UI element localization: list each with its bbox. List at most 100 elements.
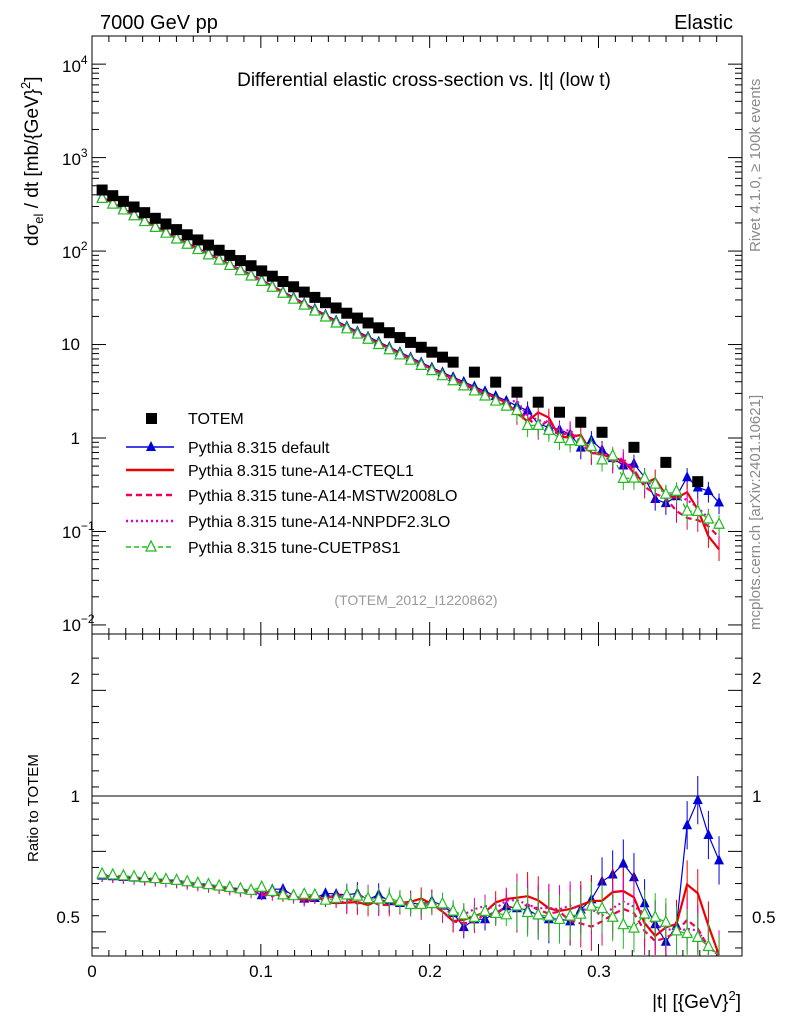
ratio-point-cuetp8s1	[213, 878, 226, 891]
ratio-point-cuetp8s1	[564, 908, 577, 921]
ratio-point-cuetp8s1	[670, 923, 683, 936]
legend-marker-default	[126, 441, 174, 451]
ratio-point-cuetp8s1	[245, 882, 258, 895]
main-point-totem	[362, 317, 374, 329]
ytick-label-1: 1	[71, 429, 80, 448]
main-point-totem	[234, 255, 246, 267]
main-point-totem	[628, 441, 640, 453]
ratio-ytick-05-right: 0.5	[752, 908, 776, 927]
main-point-totem	[256, 265, 268, 277]
main-point-totem	[436, 351, 448, 363]
main-point-totem	[341, 307, 353, 319]
main-axis-ticks	[91, 35, 742, 634]
main-point-cuetp8s1	[627, 470, 640, 483]
legend-marker-totem	[146, 413, 157, 424]
ratio-panel-frame	[91, 633, 743, 957]
ratio-point-cuetp8s1	[159, 872, 172, 885]
main-point-totem	[171, 224, 183, 236]
ratio-point-cuetp8s1	[362, 891, 375, 904]
ratio-point-default	[703, 829, 714, 840]
main-point-totem	[660, 456, 672, 468]
main-point-cuetp8s1	[564, 433, 577, 446]
ratio-series-layer	[96, 775, 725, 956]
ratio-point-cuetp8s1	[425, 896, 438, 909]
ratio-point-cuetp8s1	[181, 874, 194, 887]
main-point-totem	[298, 286, 310, 298]
main-point-totem	[575, 416, 587, 428]
main-point-totem	[394, 332, 406, 344]
ratio-point-cuetp8s1	[234, 881, 247, 894]
main-ytick-labels: 10−2 10−1 1 10 102 103 104	[61, 53, 95, 635]
ratio-point-cuetp8s1	[585, 898, 598, 911]
xtick-label-0.3: 0.3	[587, 962, 611, 981]
main-point-cuetp8s1	[138, 214, 151, 227]
main-point-cuetp8s1	[149, 220, 162, 232]
main-point-cuetp8s1	[659, 486, 672, 499]
ratio-point-cuetp8s1	[372, 891, 385, 904]
ratio-point-cuetp8s1	[627, 920, 640, 933]
main-point-cuetp8s1	[308, 303, 321, 316]
main-point-totem	[330, 302, 342, 314]
main-point-cuetp8s1	[298, 297, 311, 310]
ratio-point-cuetp8s1	[393, 893, 406, 906]
main-point-cuetp8s1	[521, 418, 534, 431]
main-point-totem	[447, 356, 459, 368]
main-point-cuetp8s1	[128, 208, 141, 221]
main-point-totem	[692, 476, 704, 488]
main-point-totem	[96, 184, 108, 196]
main-point-totem	[532, 396, 544, 408]
main-point-cuetp8s1	[415, 358, 428, 371]
main-point-totem	[309, 291, 321, 303]
main-point-cuetp8s1	[532, 418, 545, 430]
main-point-totem	[288, 281, 300, 293]
main-point-cuetp8s1	[447, 373, 460, 386]
legend-label-totem: TOTEM	[188, 411, 244, 428]
main-point-cuetp8s1	[713, 516, 726, 529]
main-point-default	[714, 496, 725, 507]
main-point-default	[682, 471, 693, 482]
ratio-point-cuetp8s1	[638, 906, 651, 919]
ratio-point-cuetp8s1	[489, 906, 502, 918]
main-series-totem	[96, 184, 704, 488]
ratio-point-cuetp8s1	[596, 901, 609, 914]
main-point-cuetp8s1	[362, 331, 375, 344]
ratio-point-cuetp8s1	[255, 879, 268, 892]
ratio-point-cuetp8s1	[223, 880, 236, 893]
ytick-label-1e-1: 10−1	[62, 519, 95, 542]
main-ylabel: dσel / dt [mb/{GeV}2]	[18, 76, 46, 246]
main-point-cuetp8s1	[670, 483, 683, 496]
main-point-default	[703, 484, 714, 495]
ratio-ytick-1-left: 1	[71, 787, 80, 806]
main-point-cuetp8s1	[457, 378, 470, 391]
main-point-cuetp8s1	[106, 196, 119, 209]
ratio-point-cuetp8s1	[106, 867, 119, 880]
main-series-cuetp8s1	[96, 190, 726, 536]
main-point-totem	[405, 336, 417, 348]
xtick-label-0: 0	[87, 962, 96, 981]
ratio-point-cuetp8s1	[128, 869, 141, 882]
main-point-totem	[117, 195, 129, 207]
ratio-ytick-2-right: 2	[752, 669, 761, 688]
main-point-totem	[160, 218, 172, 230]
ratio-point-cuetp8s1	[383, 891, 396, 904]
main-point-totem	[426, 346, 438, 358]
main-point-totem	[319, 297, 331, 309]
ratio-point-cuetp8s1	[319, 892, 332, 905]
ratio-point-cuetp8s1	[191, 875, 204, 888]
main-point-totem	[383, 327, 395, 339]
ratio-point-default	[320, 887, 331, 898]
rivet-label: Rivet 4.1.0, ≥ 100k events	[747, 79, 764, 252]
ratio-point-cuetp8s1	[266, 884, 279, 897]
main-point-totem	[224, 249, 236, 261]
main-point-cuetp8s1	[479, 388, 492, 401]
ratio-point-cuetp8s1	[691, 930, 704, 942]
main-point-cuetp8s1	[266, 279, 279, 292]
legend-label-cuetp8s1: Pythia 8.315 tune-CUETP8S1	[188, 540, 401, 557]
ratio-point-cuetp8s1	[202, 877, 215, 890]
main-point-cuetp8s1	[574, 434, 587, 447]
main-point-cuetp8s1	[702, 511, 715, 524]
ratio-point-cuetp8s1	[308, 887, 321, 900]
main-point-totem	[266, 270, 278, 282]
main-point-cuetp8s1	[319, 309, 332, 322]
